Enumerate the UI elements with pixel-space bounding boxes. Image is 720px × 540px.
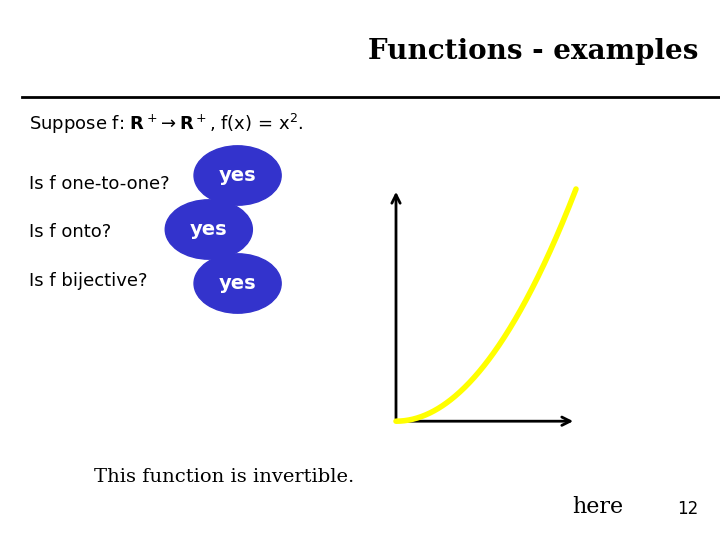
Text: yes: yes [219,274,256,293]
Ellipse shape [194,254,282,313]
Text: This function is invertible.: This function is invertible. [94,468,354,486]
Text: Is f onto?: Is f onto? [29,223,111,241]
Ellipse shape [165,200,252,259]
Ellipse shape [194,146,282,205]
Text: yes: yes [190,220,228,239]
Text: Functions - examples: Functions - examples [368,38,698,65]
Text: Suppose f: $\mathbf{R}^+\!\rightarrow\mathbf{R}^+$, f(x) = x$^2$.: Suppose f: $\mathbf{R}^+\!\rightarrow\ma… [29,112,303,136]
Text: 12: 12 [677,501,698,518]
Text: Is f one-to-one?: Is f one-to-one? [29,174,169,193]
Text: here: here [572,496,624,518]
Text: yes: yes [219,166,256,185]
Text: Is f bijective?: Is f bijective? [29,272,148,290]
